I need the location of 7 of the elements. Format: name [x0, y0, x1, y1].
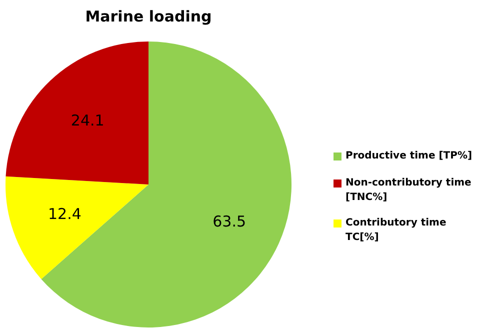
- data-label: 24.1: [70, 112, 104, 130]
- data-label: 12.4: [48, 204, 82, 223]
- legend-label: Productive time [TP%]: [346, 150, 472, 162]
- legend-label: Non-contributory time [TNC%]: [346, 178, 472, 203]
- legend-label: Contributory time TC[%]: [346, 218, 446, 243]
- data-label: 63.5: [212, 212, 246, 230]
- chart-title: Marine loading: [85, 8, 212, 26]
